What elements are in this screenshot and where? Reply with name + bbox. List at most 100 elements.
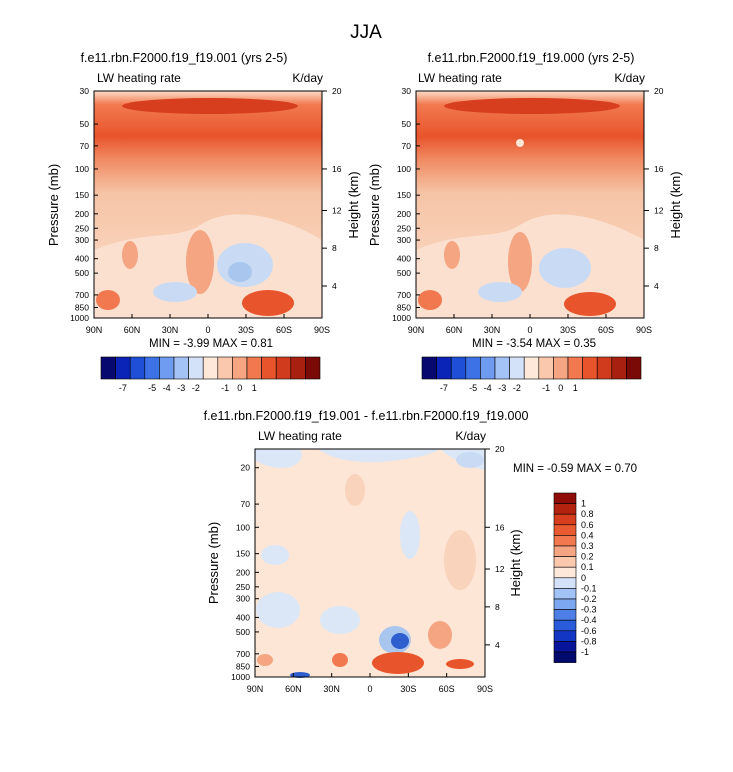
y-tick-label: 300 — [236, 594, 250, 604]
colorbar-cell — [611, 356, 627, 380]
y2-tick-label: 20 — [332, 86, 342, 96]
y2-tick-label: 12 — [495, 564, 505, 574]
panel-2: f.e11.rbn.F2000.f19_f19.000 (yrs 2-5) LW… — [367, 51, 683, 393]
panel-2-y2label: Height (km) — [668, 171, 683, 238]
colorbar-cell — [553, 503, 577, 515]
panel-1-y2label: Height (km) — [346, 171, 361, 238]
panel-1-stats: MIN = -3.99 MAX = 0.81 — [149, 338, 273, 350]
colorbar-cell — [553, 641, 577, 653]
colorbar-label: 0 — [558, 383, 563, 393]
colorbar-cell — [553, 556, 577, 568]
y2-tick-label: 8 — [654, 243, 659, 253]
colorbar-cell — [305, 356, 321, 380]
y-tick-label: 250 — [75, 223, 89, 233]
colorbar-label: -3 — [498, 383, 506, 393]
colorbar-cell — [553, 588, 577, 600]
x-tick-label: 0 — [367, 684, 372, 694]
colorbar-cell — [553, 356, 569, 380]
colorbar-cell — [553, 535, 577, 547]
y-tick-label: 100 — [397, 164, 411, 174]
x-tick-label: 60N — [285, 684, 302, 694]
y-tick-label: 200 — [236, 567, 250, 577]
colorbar-label: -2 — [513, 383, 521, 393]
y2-tick-label: 4 — [495, 640, 500, 650]
colorbar-label: 1 — [573, 383, 578, 393]
y-tick-label: 70 — [402, 141, 412, 151]
x-tick-label: 90S — [636, 325, 652, 335]
colorbar-cell — [567, 356, 583, 380]
y2-tick-label: 4 — [332, 281, 337, 291]
colorbar-label: -1 — [542, 383, 550, 393]
colorbar-label: -7 — [119, 383, 127, 393]
x-tick-label: 0 — [527, 325, 532, 335]
figure-title: JJA — [350, 22, 382, 43]
colorbar-label: 1 — [252, 383, 257, 393]
panel-3-colorbar: 10.80.60.40.30.20.10-0.1-0.2-0.3-0.4-0.6… — [553, 492, 597, 663]
colorbar-label: -2 — [192, 383, 200, 393]
colorbar-cell — [129, 356, 146, 380]
panel-2-title: f.e11.rbn.F2000.f19_f19.000 (yrs 2-5) — [428, 51, 635, 65]
colorbar-label: -0.4 — [581, 615, 597, 625]
y-tick-label: 150 — [75, 190, 89, 200]
colorbar-label: -1 — [581, 647, 589, 657]
y-tick-label: 700 — [236, 649, 250, 659]
colorbar-cell — [480, 356, 496, 380]
y-tick-label: 30 — [402, 86, 412, 96]
panel-2-y2-ticks: 20 16 12 8 4 — [644, 86, 664, 291]
colorbar-cell — [553, 609, 577, 621]
colorbar-cell — [553, 577, 577, 589]
x-tick-label: 30S — [400, 684, 416, 694]
panel-3-x-ticks: 90N 60N 30N 0 30S 60S 90S — [247, 673, 493, 694]
y-tick-label: 400 — [236, 612, 250, 622]
y-tick-label: 20 — [241, 463, 251, 473]
y-tick-label: 30 — [80, 86, 90, 96]
x-tick-label: 30N — [323, 684, 340, 694]
y2-tick-label: 20 — [654, 86, 664, 96]
panel-1: f.e11.rbn.F2000.f19_f19.001 (yrs 2-5) LW… — [46, 51, 361, 393]
y-tick-label: 500 — [236, 627, 250, 637]
colorbar-label: -5 — [469, 383, 477, 393]
colorbar-label: -0.8 — [581, 636, 597, 646]
colorbar-cell — [626, 356, 642, 380]
panel-3-left-label: LW heating rate — [258, 429, 342, 443]
y-tick-label: 1000 — [70, 313, 89, 323]
y2-tick-label: 16 — [654, 164, 664, 174]
y-tick-label: 100 — [75, 164, 89, 174]
colorbar-label: -4 — [163, 383, 171, 393]
panel-3-stats: MIN = -0.59 MAX = 0.70 — [513, 463, 637, 475]
panel-2-right-label: K/day — [614, 71, 645, 85]
colorbar-label: -0.1 — [581, 583, 597, 593]
panel-3-y2label: Height (km) — [508, 529, 523, 596]
colorbar-cell — [538, 356, 554, 380]
x-tick-label: 90N — [408, 325, 425, 335]
y-tick-label: 850 — [75, 302, 89, 312]
x-tick-label: 0 — [205, 325, 210, 335]
panel-2-stats: MIN = -3.54 MAX = 0.35 — [472, 338, 596, 350]
colorbar-cell — [275, 356, 292, 380]
y2-tick-label: 12 — [332, 205, 342, 215]
colorbar-cell — [553, 545, 577, 557]
y-tick-label: 70 — [241, 499, 251, 509]
y-tick-label: 200 — [397, 209, 411, 219]
panel-1-right-label: K/day — [292, 71, 323, 85]
y-tick-label: 500 — [75, 268, 89, 278]
y-tick-label: 700 — [397, 290, 411, 300]
x-tick-label: 30S — [238, 325, 254, 335]
y-tick-label: 70 — [80, 141, 90, 151]
x-tick-label: 60N — [446, 325, 463, 335]
y-tick-label: 300 — [75, 235, 89, 245]
colorbar-cell — [173, 356, 189, 380]
colorbar-cell — [421, 356, 437, 380]
x-tick-label: 60S — [276, 325, 292, 335]
y2-tick-label: 16 — [332, 164, 342, 174]
colorbar-cell — [553, 651, 577, 663]
y-tick-label: 250 — [236, 582, 250, 592]
panel-3-right-label: K/day — [455, 429, 486, 443]
y-tick-label: 200 — [75, 209, 89, 219]
panel-3-ylabel: Pressure (mb) — [206, 522, 221, 604]
x-tick-label: 60S — [439, 684, 455, 694]
colorbar-cell — [159, 356, 175, 380]
x-tick-label: 30S — [560, 325, 576, 335]
y2-tick-label: 12 — [654, 205, 664, 215]
x-tick-label: 90N — [86, 325, 103, 335]
